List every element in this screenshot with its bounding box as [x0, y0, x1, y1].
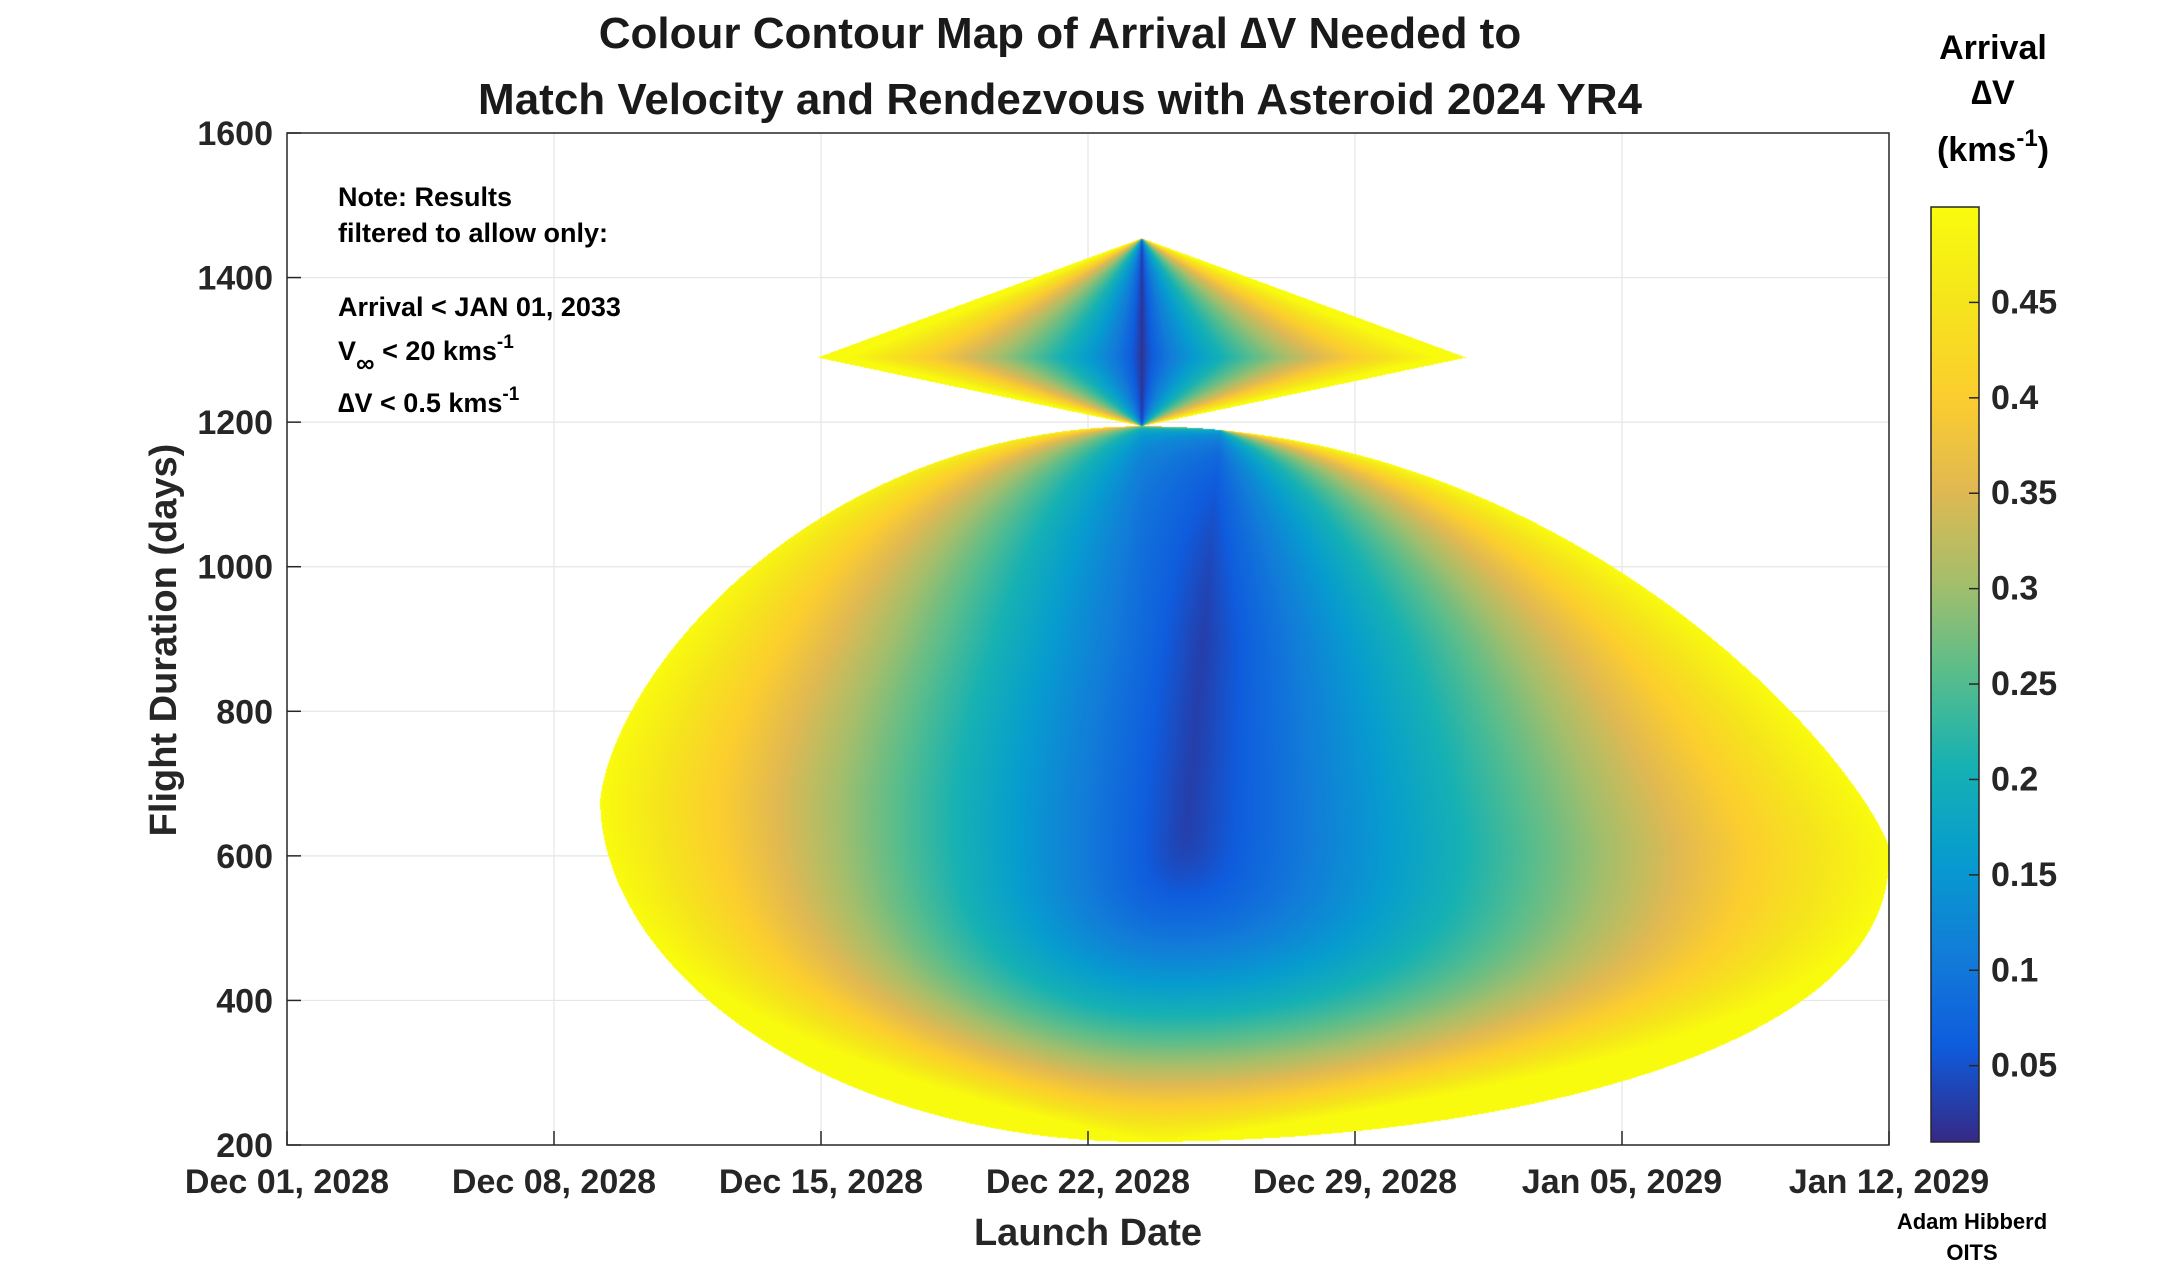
credit-org: OITS — [1946, 1240, 1997, 1265]
x-tick-label: Dec 22, 2028 — [986, 1163, 1190, 1201]
colorbar-tick-label: 0.15 — [1991, 856, 2057, 894]
heatmap-surface — [287, 133, 1889, 1145]
x-tick-label: Dec 01, 2028 — [185, 1163, 389, 1201]
credit-author: Adam Hibberd — [1897, 1209, 2047, 1234]
y-axis-label: Flight Duration (days) — [143, 444, 185, 837]
colorbar-tick-label: 0.25 — [1991, 665, 2057, 703]
colorbar-tick-label: 0.3 — [1991, 570, 2038, 608]
colorbar-ticks: 0.05 0.1 0.15 0.2 0.25 0.3 0.35 0.4 0.45 — [1969, 283, 2057, 1085]
y-tick-label: 600 — [216, 838, 273, 876]
y-tick-label: 1000 — [197, 549, 273, 587]
x-tick-label: Dec 15, 2028 — [719, 1163, 923, 1201]
colorbar-title-line1: Arrival — [1939, 29, 2047, 67]
note-line2: filtered to allow only: — [338, 218, 608, 248]
note-line3: Arrival < JAN 01, 2033 — [338, 292, 621, 322]
y-tick-label: 1200 — [197, 404, 273, 442]
x-axis-label: Launch Date — [974, 1212, 1202, 1254]
filter-note: Note: Results filtered to allow only: Ar… — [338, 182, 621, 418]
note-dv: ∆V < 0.5 kms-1 — [338, 384, 520, 418]
y-tick-label: 1600 — [197, 115, 273, 153]
colorbar-title-line3: (kms-1) — [1937, 125, 2049, 169]
colorbar-tick-label: 0.1 — [1991, 951, 2038, 989]
y-tick-label: 800 — [216, 693, 273, 731]
colorbar-tick-label: 0.2 — [1991, 760, 2038, 798]
note-line1: Note: Results — [338, 182, 512, 212]
note-vinf: V∞ < 20 kms-1 — [338, 332, 514, 378]
colorbar-tick-label: 0.4 — [1991, 379, 2038, 417]
y-tick-label: 1400 — [197, 260, 273, 298]
colorbar-title-line2: ∆V — [1971, 74, 2015, 112]
colorbar-tick-label: 0.45 — [1991, 283, 2057, 321]
colorbar-tick-label: 0.05 — [1991, 1047, 2057, 1085]
chart-title-line2: Match Velocity and Rendezvous with Aster… — [478, 75, 1642, 124]
y-tick-label: 200 — [216, 1127, 273, 1165]
x-tick-label: Jan 12, 2029 — [1789, 1163, 1989, 1201]
chart-title-line1: Colour Contour Map of Arrival ∆V Needed … — [599, 9, 1521, 58]
colorbar-tick-label: 0.35 — [1991, 474, 2057, 512]
axis-ticks: Dec 01, 2028 Dec 08, 2028 Dec 15, 2028 Dec … — [185, 115, 1989, 1201]
colorbar-frame — [1930, 206, 1980, 1143]
x-tick-label: Jan 05, 2029 — [1522, 1163, 1722, 1201]
colorbar: Arrival ∆V (kms-1) 0.05 0.1 0.15 0.2 0.25 0.3… — [1930, 29, 2057, 1143]
x-tick-label: Dec 08, 2028 — [452, 1163, 656, 1201]
y-tick-label: 400 — [216, 982, 273, 1020]
x-tick-label: Dec 29, 2028 — [1253, 1163, 1457, 1201]
